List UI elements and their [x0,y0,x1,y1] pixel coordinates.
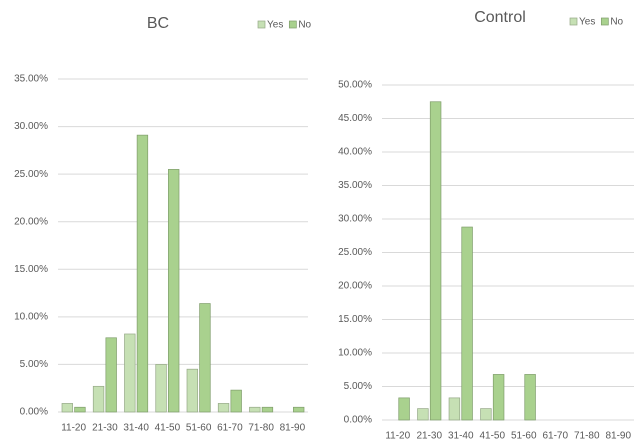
legend-swatch [257,20,266,29]
y-tick-label: 20.00% [14,216,48,227]
bar [293,406,305,413]
legend-swatch [569,17,578,26]
chart-title: BC [147,15,169,32]
legend-swatch [600,17,609,26]
y-tick-label: 15.00% [338,314,372,325]
y-tick-label: 10.00% [338,348,372,359]
x-tick-label: 71-80 [574,431,600,439]
bar [249,406,261,413]
bar [105,337,117,413]
legend-label: Yes [267,20,283,31]
x-tick-label: 61-70 [542,431,568,439]
bar [461,226,473,421]
y-tick-label: 45.00% [338,113,372,124]
bar [492,374,505,421]
x-tick-label: 61-70 [217,423,243,434]
x-tick-label: 11-20 [61,423,86,434]
x-tick-label: 81-90 [605,431,631,439]
bar [261,406,274,413]
y-tick-label: 30.00% [338,214,372,225]
y-tick-label: 25.00% [14,169,48,180]
bar [168,169,180,413]
bar [398,397,410,421]
y-tick-label: 5.00% [20,359,48,370]
x-tick-label: 51-60 [511,431,537,439]
y-tick-label: 40.00% [338,147,372,158]
bar [417,408,429,421]
y-tick-label: 25.00% [338,247,372,258]
x-tick-label: 71-80 [248,423,274,434]
x-tick-label: 31-40 [448,431,474,439]
y-tick-label: 0.00% [20,407,48,418]
y-tick-label: 10.00% [14,311,48,322]
legend-label: No [610,17,623,28]
bar [61,403,73,413]
x-tick-label: 41-50 [155,423,181,434]
bar [230,389,242,413]
y-tick-label: 0.00% [344,415,372,426]
legend-swatch [288,20,297,29]
bar [92,385,105,413]
x-tick-label: 41-50 [479,431,505,439]
bar [524,374,536,421]
bar [217,403,230,413]
legend-label: Yes [579,17,595,28]
y-tick-label: 35.00% [14,74,48,85]
x-tick-label: 21-30 [416,431,442,439]
y-tick-label: 5.00% [344,381,372,392]
x-tick-label: 51-60 [186,423,212,434]
chart-title: Control [474,9,526,26]
bar [480,408,492,421]
bar [155,364,167,413]
bar [136,134,149,413]
bar [124,333,136,413]
y-tick-label: 30.00% [14,121,48,132]
x-tick-label: 31-40 [123,423,149,434]
bar [429,101,442,421]
y-tick-label: 35.00% [338,180,372,191]
y-tick-label: 50.00% [338,80,372,91]
bar [186,368,198,413]
x-tick-label: 81-90 [280,423,306,434]
x-tick-label: 21-30 [92,423,118,434]
bar [74,406,86,413]
bar [199,303,211,413]
legend-label: No [298,20,311,31]
y-tick-label: 15.00% [14,264,48,275]
y-tick-label: 20.00% [338,281,372,292]
bar [448,397,461,421]
x-tick-label: 11-20 [385,431,410,439]
